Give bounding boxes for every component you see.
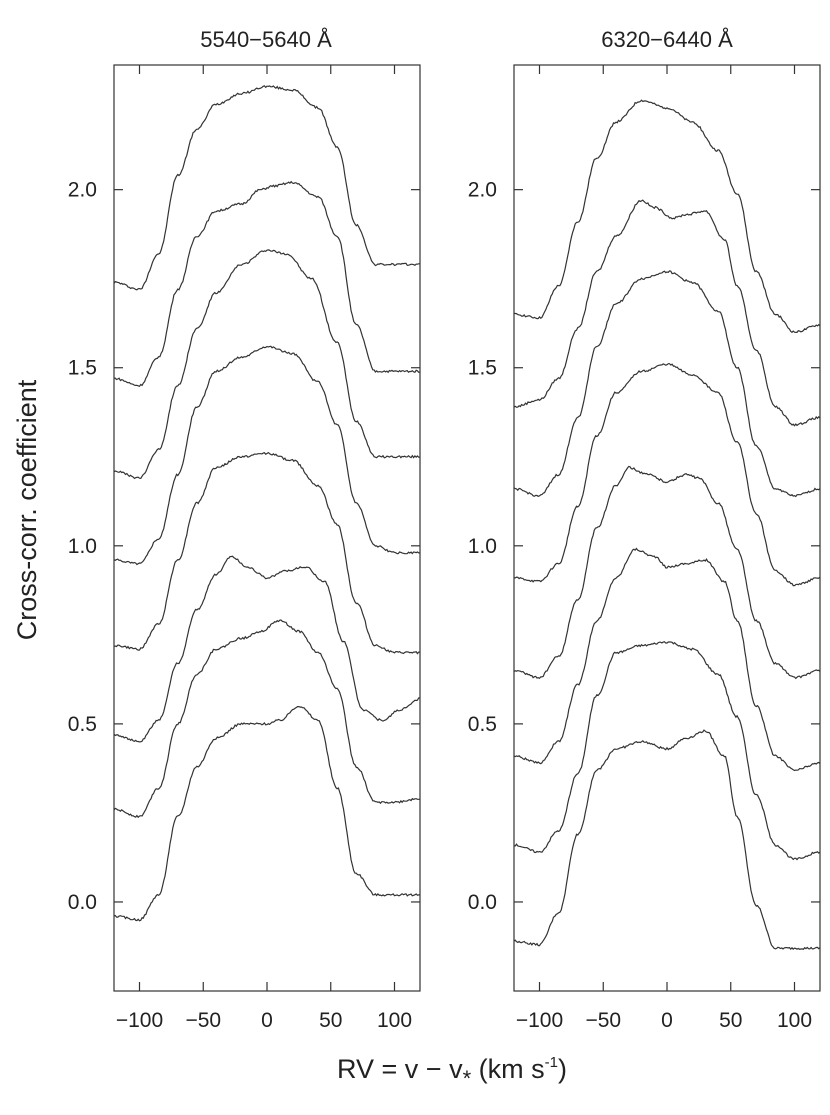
panel-left: 5540−5640 Å −100 −50 0 50 100 0.0 0.5 1.0 1.5 2.… <box>68 27 421 1032</box>
y-tick-label: 0.5 <box>468 713 497 736</box>
x-tick-label: −50 <box>585 1009 621 1032</box>
y-tick-label: 1.5 <box>468 357 497 380</box>
x-axis-label: RV = v − v* (km s-1) <box>337 1054 567 1091</box>
x-axis-label-units: (km s <box>471 1054 545 1084</box>
panel-right-curve-3 <box>513 270 821 498</box>
x-tick-label: −100 <box>516 1009 563 1032</box>
y-tick-label: 1.0 <box>468 535 497 558</box>
x-tick-label: 0 <box>661 1009 673 1032</box>
y-tick-label: 1.5 <box>68 357 97 380</box>
x-tick-label: 0 <box>261 1009 273 1032</box>
x-tick-label: 100 <box>377 1009 412 1032</box>
x-axis-label-subscript: * <box>463 1066 472 1091</box>
panel-right-title: 6320−6440 Å <box>601 27 733 52</box>
x-tick-label: 100 <box>777 1009 812 1032</box>
x-axis-label-superscript: -1 <box>545 1054 558 1071</box>
panel-right-curve-8 <box>513 729 821 951</box>
panel-right: 6320−6440 Å −100 −50 0 50 100 0.0 0.5 1.0 1.5 2.… <box>468 27 821 1032</box>
panel-left-title: 5540−5640 Å <box>200 27 332 52</box>
panel-left-curve-2 <box>113 180 421 388</box>
panel-right-curve-2 <box>513 199 821 427</box>
x-tick-label: 50 <box>719 1009 742 1032</box>
y-tick-label: 0.0 <box>468 891 497 914</box>
panel-left-curve-5 <box>113 451 420 655</box>
y-tick-label: 1.0 <box>68 535 97 558</box>
panel-right-curve-1 <box>513 99 821 334</box>
x-tick-label: −100 <box>116 1009 163 1032</box>
panel-right-frame <box>513 64 821 992</box>
panel-left-curve-6 <box>113 555 421 743</box>
panel-left-curve-3 <box>113 249 420 480</box>
panel-left-curve-8 <box>113 706 420 922</box>
panel-left-curve-4 <box>113 345 420 566</box>
y-axis-label: Cross-corr. coefficient <box>12 379 42 640</box>
panel-right-curves <box>513 99 821 951</box>
panel-right-curve-5 <box>513 465 821 680</box>
x-axis-label-close: ) <box>558 1054 567 1084</box>
panel-right-curve-6 <box>513 547 821 772</box>
panel-right-y-ticks: 0.0 0.5 1.0 1.5 2.0 <box>468 179 820 914</box>
y-tick-label: 2.0 <box>468 179 497 202</box>
panel-right-curve-4 <box>514 363 821 587</box>
x-tick-label: −50 <box>185 1009 221 1032</box>
panel-left-curves <box>113 85 421 922</box>
y-tick-label: 2.0 <box>68 179 97 202</box>
panel-left-x-ticks: −100 −50 0 50 100 <box>116 65 412 1032</box>
panel-left-curve-1 <box>113 85 421 291</box>
panel-right-curve-7 <box>514 641 821 861</box>
panel-right-x-ticks: −100 −50 0 50 100 <box>516 65 812 1032</box>
x-axis-label-main: RV = v − v <box>337 1054 463 1084</box>
panel-left-curve-7 <box>113 619 421 819</box>
y-tick-label: 0.0 <box>68 891 97 914</box>
panel-left-frame <box>113 64 421 992</box>
x-tick-label: 50 <box>319 1009 342 1032</box>
y-tick-label: 0.5 <box>68 713 97 736</box>
panel-left-y-ticks: 0.0 0.5 1.0 1.5 2.0 <box>68 179 420 914</box>
